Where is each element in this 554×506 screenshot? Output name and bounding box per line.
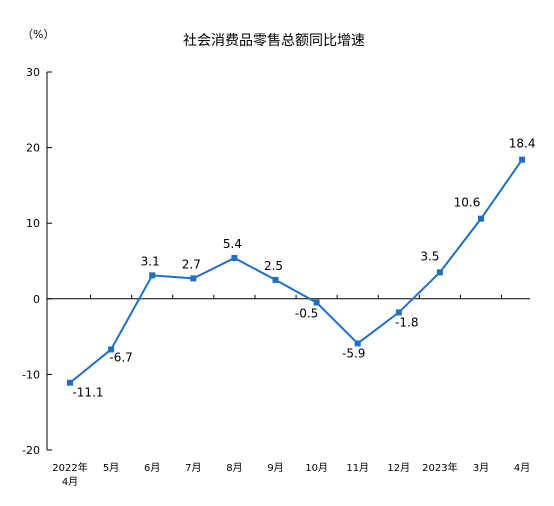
x-tick-label: 10月 — [305, 462, 328, 474]
x-tick-label: 11月 — [346, 462, 369, 474]
x-tick-label: 3月 — [473, 462, 489, 474]
data-point — [395, 309, 402, 316]
x-tick-label: 4月 — [514, 462, 530, 474]
data-label: 18.4 — [509, 137, 536, 151]
x-tick-label: 5月 — [103, 462, 119, 474]
y-ticks: -20 -10 0 10 20 30 — [22, 66, 52, 457]
x-tick-label: 8月 — [226, 462, 242, 474]
y-tick-label: -10 — [22, 368, 40, 381]
y-unit-label: （%） — [22, 28, 54, 41]
data-point — [190, 275, 197, 282]
x-tick-label: 9月 — [267, 462, 283, 474]
x-tick-label: 4月 — [62, 476, 78, 488]
x-tick-label: 6月 — [144, 462, 160, 474]
data-point — [231, 254, 238, 261]
data-point — [272, 276, 279, 283]
y-tick-label: 10 — [26, 217, 40, 230]
data-label: 3.1 — [141, 254, 160, 268]
x-tick-label: 2022年 — [52, 461, 87, 474]
data-point — [436, 269, 443, 276]
data-label: -0.5 — [295, 307, 318, 321]
data-point — [519, 156, 526, 163]
data-label: 10.6 — [454, 196, 481, 210]
data-point — [67, 379, 73, 386]
y-tick-label: -20 — [22, 444, 40, 457]
x-tick-label: 2023年 — [422, 461, 457, 474]
data-points — [67, 156, 526, 386]
series-line — [69, 159, 523, 384]
data-label: -11.1 — [72, 386, 103, 400]
y-tick-label: 30 — [26, 66, 40, 79]
data-label: 2.5 — [264, 259, 283, 273]
data-point — [313, 299, 320, 306]
x-tick-label: 12月 — [387, 462, 410, 474]
x-tick-label: 7月 — [185, 462, 201, 474]
y-tick-label: 20 — [26, 142, 40, 155]
data-label: -5.9 — [342, 346, 365, 360]
data-label: 3.5 — [420, 249, 439, 263]
x-ticks: 2022年 4月 5月 6月 7月 8月 9月 10月 11月 12月 2023年 3月 4月 — [52, 294, 530, 488]
data-point — [478, 215, 484, 222]
data-point — [354, 340, 361, 347]
data-label: 5.4 — [223, 237, 242, 251]
data-point — [108, 346, 115, 353]
y-tick-label: 0 — [33, 293, 40, 306]
data-label: -6.7 — [109, 350, 132, 364]
data-labels: -11.1 -6.7 3.1 2.7 5.4 2.5 -0.5 -5.9 -1.8 3.5 10.6… — [72, 137, 535, 400]
data-point — [149, 272, 156, 279]
chart-title: 社会消费品零售总额同比增速 — [183, 33, 365, 49]
data-label: 2.7 — [182, 257, 201, 271]
data-label: -1.8 — [395, 315, 418, 329]
